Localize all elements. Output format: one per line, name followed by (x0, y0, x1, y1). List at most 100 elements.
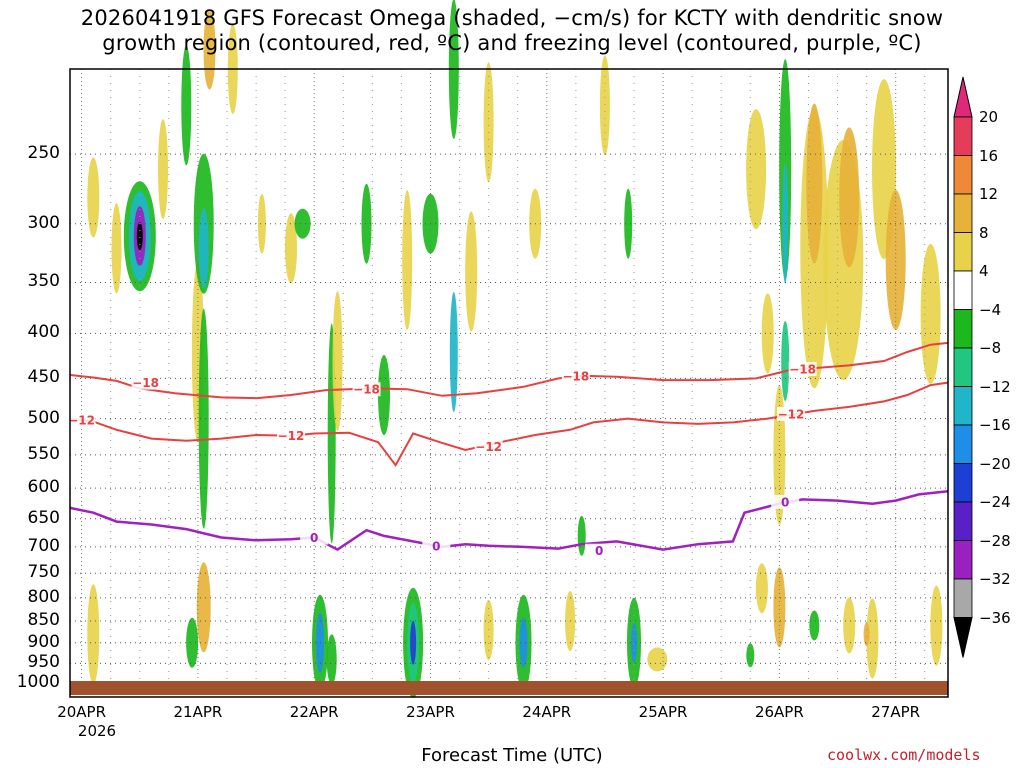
contour-label-minus12-bg (777, 406, 806, 421)
omega-cell (866, 598, 879, 679)
omega-cell (465, 211, 478, 332)
colorbar-segment (953, 116, 973, 156)
omega-cell (885, 190, 906, 330)
colorbar-tick-label: 8 (979, 223, 989, 242)
omega-cell (87, 157, 100, 238)
omega-cell (863, 622, 870, 647)
omega-cell (186, 617, 199, 668)
x-year-label: 2026 (77, 722, 117, 740)
contour-label-zero-bg (422, 538, 451, 553)
colorbar-segment (953, 501, 973, 541)
chart-title-line2: growth region (contoured, red, ºC) and f… (102, 31, 922, 55)
contour-label-minus18: −18 (132, 376, 159, 390)
plot-background (70, 69, 948, 697)
contour-label-minus18-bg (352, 382, 381, 397)
omega-cell (136, 222, 143, 251)
contour-label-minus12-bg (474, 439, 503, 454)
y-tick-label: 500 (27, 407, 60, 428)
x-axis-label: Forecast Time (UTC) (421, 745, 603, 766)
x-tick-label: 25APR (638, 703, 688, 721)
contour-label-minus18-bg (561, 368, 590, 383)
omega-cell (285, 213, 297, 284)
omega-cell (378, 355, 390, 435)
contour-minus18 (69, 341, 949, 400)
omega-cell (519, 617, 528, 668)
y-tick-label: 1000 (16, 672, 60, 692)
contour-label-minus18: −18 (562, 369, 589, 383)
y-tick-label: 850 (27, 609, 60, 630)
ground-strip (70, 681, 948, 695)
contour-label-minus12: −12 (68, 414, 95, 428)
omega-cell (577, 515, 586, 556)
omega-cell (483, 62, 494, 183)
colorbar-segment (953, 270, 973, 310)
omega-cell (839, 127, 860, 268)
contour-label-minus18-bg (131, 375, 160, 390)
omega-cell (843, 597, 856, 654)
colorbar-segment (953, 424, 973, 464)
contour-label-minus18: −18 (789, 362, 816, 376)
omega-cell (198, 208, 209, 289)
x-tick-label: 24APR (522, 703, 572, 721)
colorbar-tick-label: −16 (979, 416, 1011, 434)
colorbar-segment (953, 347, 973, 387)
omega-cell (158, 119, 168, 220)
y-tick-label: 350 (27, 271, 60, 292)
chart-title-line1: 2026041918 GFS Forecast Omega (shaded, −… (80, 6, 944, 30)
plot-frame (69, 68, 949, 698)
y-tick-label: 550 (27, 443, 60, 464)
colorbar-segment (953, 578, 973, 618)
colorbar-tick-label: −4 (979, 300, 1002, 319)
omega-cell (361, 183, 372, 264)
omega-cell (920, 243, 941, 384)
omega-cell (198, 308, 209, 529)
omega-cell (930, 585, 943, 666)
omega-cell (449, 292, 458, 412)
omega-cell (332, 291, 343, 431)
omega-cell (624, 188, 633, 259)
omega-cell (410, 620, 417, 665)
contour-label-minus18: −18 (353, 383, 380, 397)
x-tick-label: 23APR (406, 703, 455, 721)
colorbar-segment (953, 386, 973, 426)
y-tick-label: 750 (27, 562, 60, 583)
colorbar-segment (953, 463, 973, 503)
omega-cell (87, 584, 100, 685)
omega-cell (761, 293, 774, 374)
colorbar-tick-label: −8 (979, 339, 1002, 357)
omega-cell (746, 109, 767, 230)
x-tick-label: 21APR (173, 703, 223, 721)
contour-label-minus12: −12 (475, 440, 502, 454)
colorbar-segment (953, 232, 973, 272)
y-tick-label: 650 (27, 507, 60, 528)
x-tick-label: 20APR (57, 703, 107, 721)
contour-label-minus12-bg (67, 413, 96, 428)
colorbar-bottom-triangle (953, 617, 973, 658)
contour-label-minus12-bg (276, 428, 305, 443)
colorbar-tick-label: −12 (979, 377, 1011, 396)
omega-cell (111, 203, 122, 294)
omega-cell (257, 193, 266, 254)
contour-label-minus18-bg (788, 361, 817, 376)
colorbar-tick-label: 12 (979, 185, 999, 203)
colorbar-segment (953, 193, 973, 233)
contour-label-zero-bg (300, 530, 329, 545)
omega-cell (294, 208, 311, 239)
y-tick-label: 800 (27, 586, 60, 607)
omega-cell (809, 610, 820, 641)
contour-label-zero: 0 (310, 531, 318, 545)
y-tick-label: 700 (27, 535, 60, 556)
y-tick-label: 450 (27, 367, 60, 388)
colorbar-tick-label: 20 (979, 108, 999, 126)
omega-cell (647, 647, 668, 672)
colorbar-segment (953, 540, 973, 580)
colorbar-tick-label: −28 (979, 531, 1011, 550)
x-tick-label: 22APR (289, 703, 339, 721)
contour-label-zero: 0 (781, 495, 789, 509)
omega-cell (806, 103, 823, 264)
credit-text: coolwx.com/models (827, 746, 981, 764)
y-tick-label: 950 (27, 652, 60, 673)
x-tick-label: 26APR (754, 703, 804, 721)
y-tick-label: 900 (27, 631, 60, 652)
